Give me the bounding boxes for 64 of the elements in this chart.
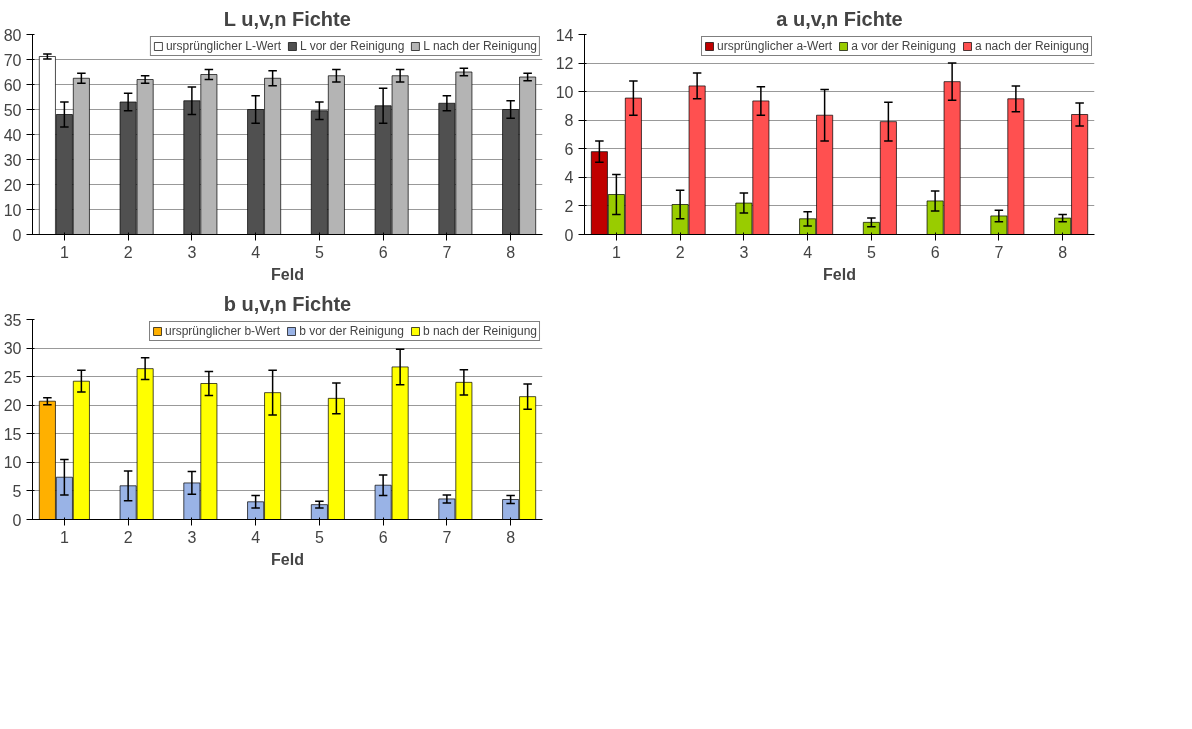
y-tick-label: 14 [555, 26, 574, 44]
y-tick-label: 10 [3, 454, 22, 472]
y-tick-label: 35 [3, 311, 22, 329]
y-tick-label: 6 [564, 140, 574, 158]
y-tick-label: 0 [12, 511, 22, 529]
chart-title: L u,v,n Fichte [223, 7, 351, 30]
x-tick-label: 3 [187, 528, 197, 546]
y-tick-label: 30 [3, 151, 22, 169]
y-tick-label: 2 [564, 197, 574, 215]
y-tick-label: 25 [3, 368, 22, 386]
y-tick-label: 0 [12, 226, 22, 244]
y-tick-label: 30 [3, 340, 22, 358]
x-tick-label: 6 [930, 243, 940, 261]
y-tick-label: 40 [3, 126, 22, 144]
x-tick-label: 7 [994, 243, 1004, 261]
legend-label: a nach der Reinigung [974, 39, 1089, 53]
x-tick-label: 4 [251, 243, 261, 261]
x-tick-label: 2 [675, 243, 685, 261]
x-tick-label: 8 [506, 243, 516, 261]
chart-title: a u,v,n Fichte [776, 7, 903, 30]
x-tick-label: 1 [611, 243, 621, 261]
y-tick-label: 5 [12, 482, 22, 500]
legend-label: L nach der Reinigung [423, 39, 537, 53]
y-tick-label: 0 [564, 226, 574, 244]
legend-label: ursprünglicher b-Wert [165, 324, 281, 338]
x-tick-label: 2 [123, 528, 133, 546]
x-tick-label: 1 [59, 243, 69, 261]
y-tick-label: 50 [3, 101, 22, 119]
x-tick-label: 4 [803, 243, 813, 261]
x-tick-label: 4 [251, 528, 261, 546]
y-tick-label: 10 [555, 83, 574, 101]
y-tick-label: 4 [564, 169, 574, 187]
x-tick-label: 7 [442, 528, 452, 546]
x-tick-label: 6 [378, 528, 388, 546]
y-tick-label: 80 [3, 26, 22, 44]
x-tick-label: 7 [442, 243, 452, 261]
x-axis-title: Feld [823, 265, 856, 283]
legend-label: b vor der Reinigung [299, 324, 404, 338]
x-tick-label: 2 [123, 243, 133, 261]
x-axis-title: Feld [271, 550, 304, 568]
x-tick-label: 5 [314, 528, 324, 546]
x-tick-label: 1 [59, 528, 69, 546]
chart-title: b u,v,n Fichte [223, 292, 352, 315]
legend-label: b nach der Reinigung [422, 324, 537, 338]
x-tick-label: 3 [187, 243, 197, 261]
legend-label: ursprünglicher L-Wert [165, 39, 282, 53]
y-tick-label: 20 [3, 176, 22, 194]
x-tick-label: 5 [314, 243, 324, 261]
x-tick-label: 3 [739, 243, 749, 261]
x-tick-label: 8 [1058, 243, 1068, 261]
x-tick-label: 5 [866, 243, 876, 261]
legend-label: a vor der Reinigung [851, 39, 956, 53]
x-tick-label: 8 [506, 528, 516, 546]
y-tick-label: 8 [564, 112, 574, 130]
y-tick-label: 20 [3, 397, 22, 415]
x-tick-label: 6 [378, 243, 388, 261]
y-tick-label: 12 [555, 55, 574, 73]
legend-label: L vor der Reinigung [300, 39, 405, 53]
x-axis-title: Feld [271, 265, 304, 283]
legend-label: ursprünglicher a-Wert [717, 39, 833, 53]
y-tick-label: 15 [3, 425, 22, 443]
y-tick-label: 60 [3, 76, 22, 94]
y-tick-label: 10 [3, 201, 22, 219]
y-tick-label: 70 [3, 51, 22, 69]
